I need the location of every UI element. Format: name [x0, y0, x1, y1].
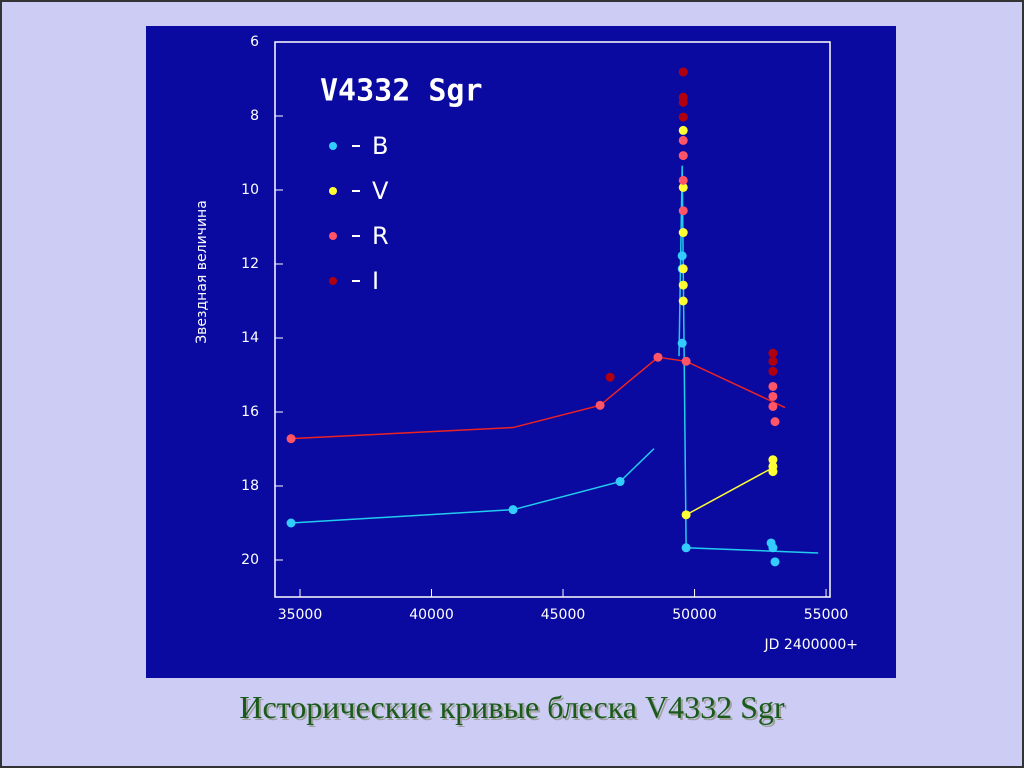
point [768, 381, 778, 391]
point [615, 477, 625, 487]
point [678, 67, 688, 77]
x-tick-label: 35000 [278, 607, 323, 623]
curve [291, 356, 786, 440]
point [681, 510, 691, 520]
point [653, 352, 663, 362]
y-tick-label: 10 [241, 182, 259, 198]
point [768, 348, 778, 358]
point [678, 182, 688, 192]
point [678, 280, 688, 290]
curve [291, 448, 655, 524]
x-tick-label: 55000 [804, 607, 849, 623]
curve [685, 467, 772, 516]
point [678, 97, 688, 107]
y-tick-label: 16 [241, 404, 259, 420]
point [678, 228, 688, 238]
point [595, 400, 605, 410]
legend-marker [329, 277, 337, 285]
point [678, 125, 688, 135]
curve [678, 165, 819, 554]
y-tick-label: 8 [250, 108, 259, 124]
point [678, 175, 688, 185]
y-tick-label: 12 [241, 256, 259, 272]
point [768, 543, 778, 553]
point [286, 434, 296, 444]
point [768, 366, 778, 376]
point [770, 417, 780, 427]
point [768, 391, 778, 401]
point [681, 543, 691, 553]
legend-label: B [372, 132, 388, 160]
point [678, 206, 688, 216]
point [678, 296, 688, 306]
point [770, 557, 780, 567]
caption-shadow: Исторические кривые блеска V4332 Sgr [241, 691, 786, 727]
point [768, 467, 778, 477]
plot-frame [274, 41, 831, 598]
x-tick-label: 45000 [541, 607, 586, 623]
point [508, 505, 518, 515]
point [678, 151, 688, 161]
y-tick-label: 14 [241, 330, 259, 346]
chart-title: V4332 Sgr [320, 74, 483, 109]
y-tick-label: 18 [241, 478, 259, 494]
legend-label: V [372, 177, 389, 205]
caption: Исторические кривые блеска V4332 Sgr [239, 689, 784, 725]
legend-marker [329, 232, 337, 240]
point [768, 455, 778, 465]
point [605, 372, 615, 382]
x-tick-label: 50000 [672, 607, 717, 623]
point [677, 251, 687, 261]
y-tick-label: 6 [250, 34, 259, 50]
point [286, 518, 296, 528]
y-tick-label: 20 [241, 552, 259, 568]
legend-marker [329, 187, 337, 195]
point [677, 338, 687, 348]
point [681, 356, 691, 366]
point [768, 356, 778, 366]
point [678, 112, 688, 122]
x-tick-label: 40000 [409, 607, 454, 623]
legend-label: I [372, 267, 379, 295]
point [678, 135, 688, 145]
point [678, 264, 688, 274]
point [768, 401, 778, 411]
y-axis-label: Звездная величина [194, 200, 210, 344]
legend-marker [329, 142, 337, 150]
x-axis-label: JD 2400000+ [764, 637, 858, 653]
legend-label: R [372, 222, 389, 250]
